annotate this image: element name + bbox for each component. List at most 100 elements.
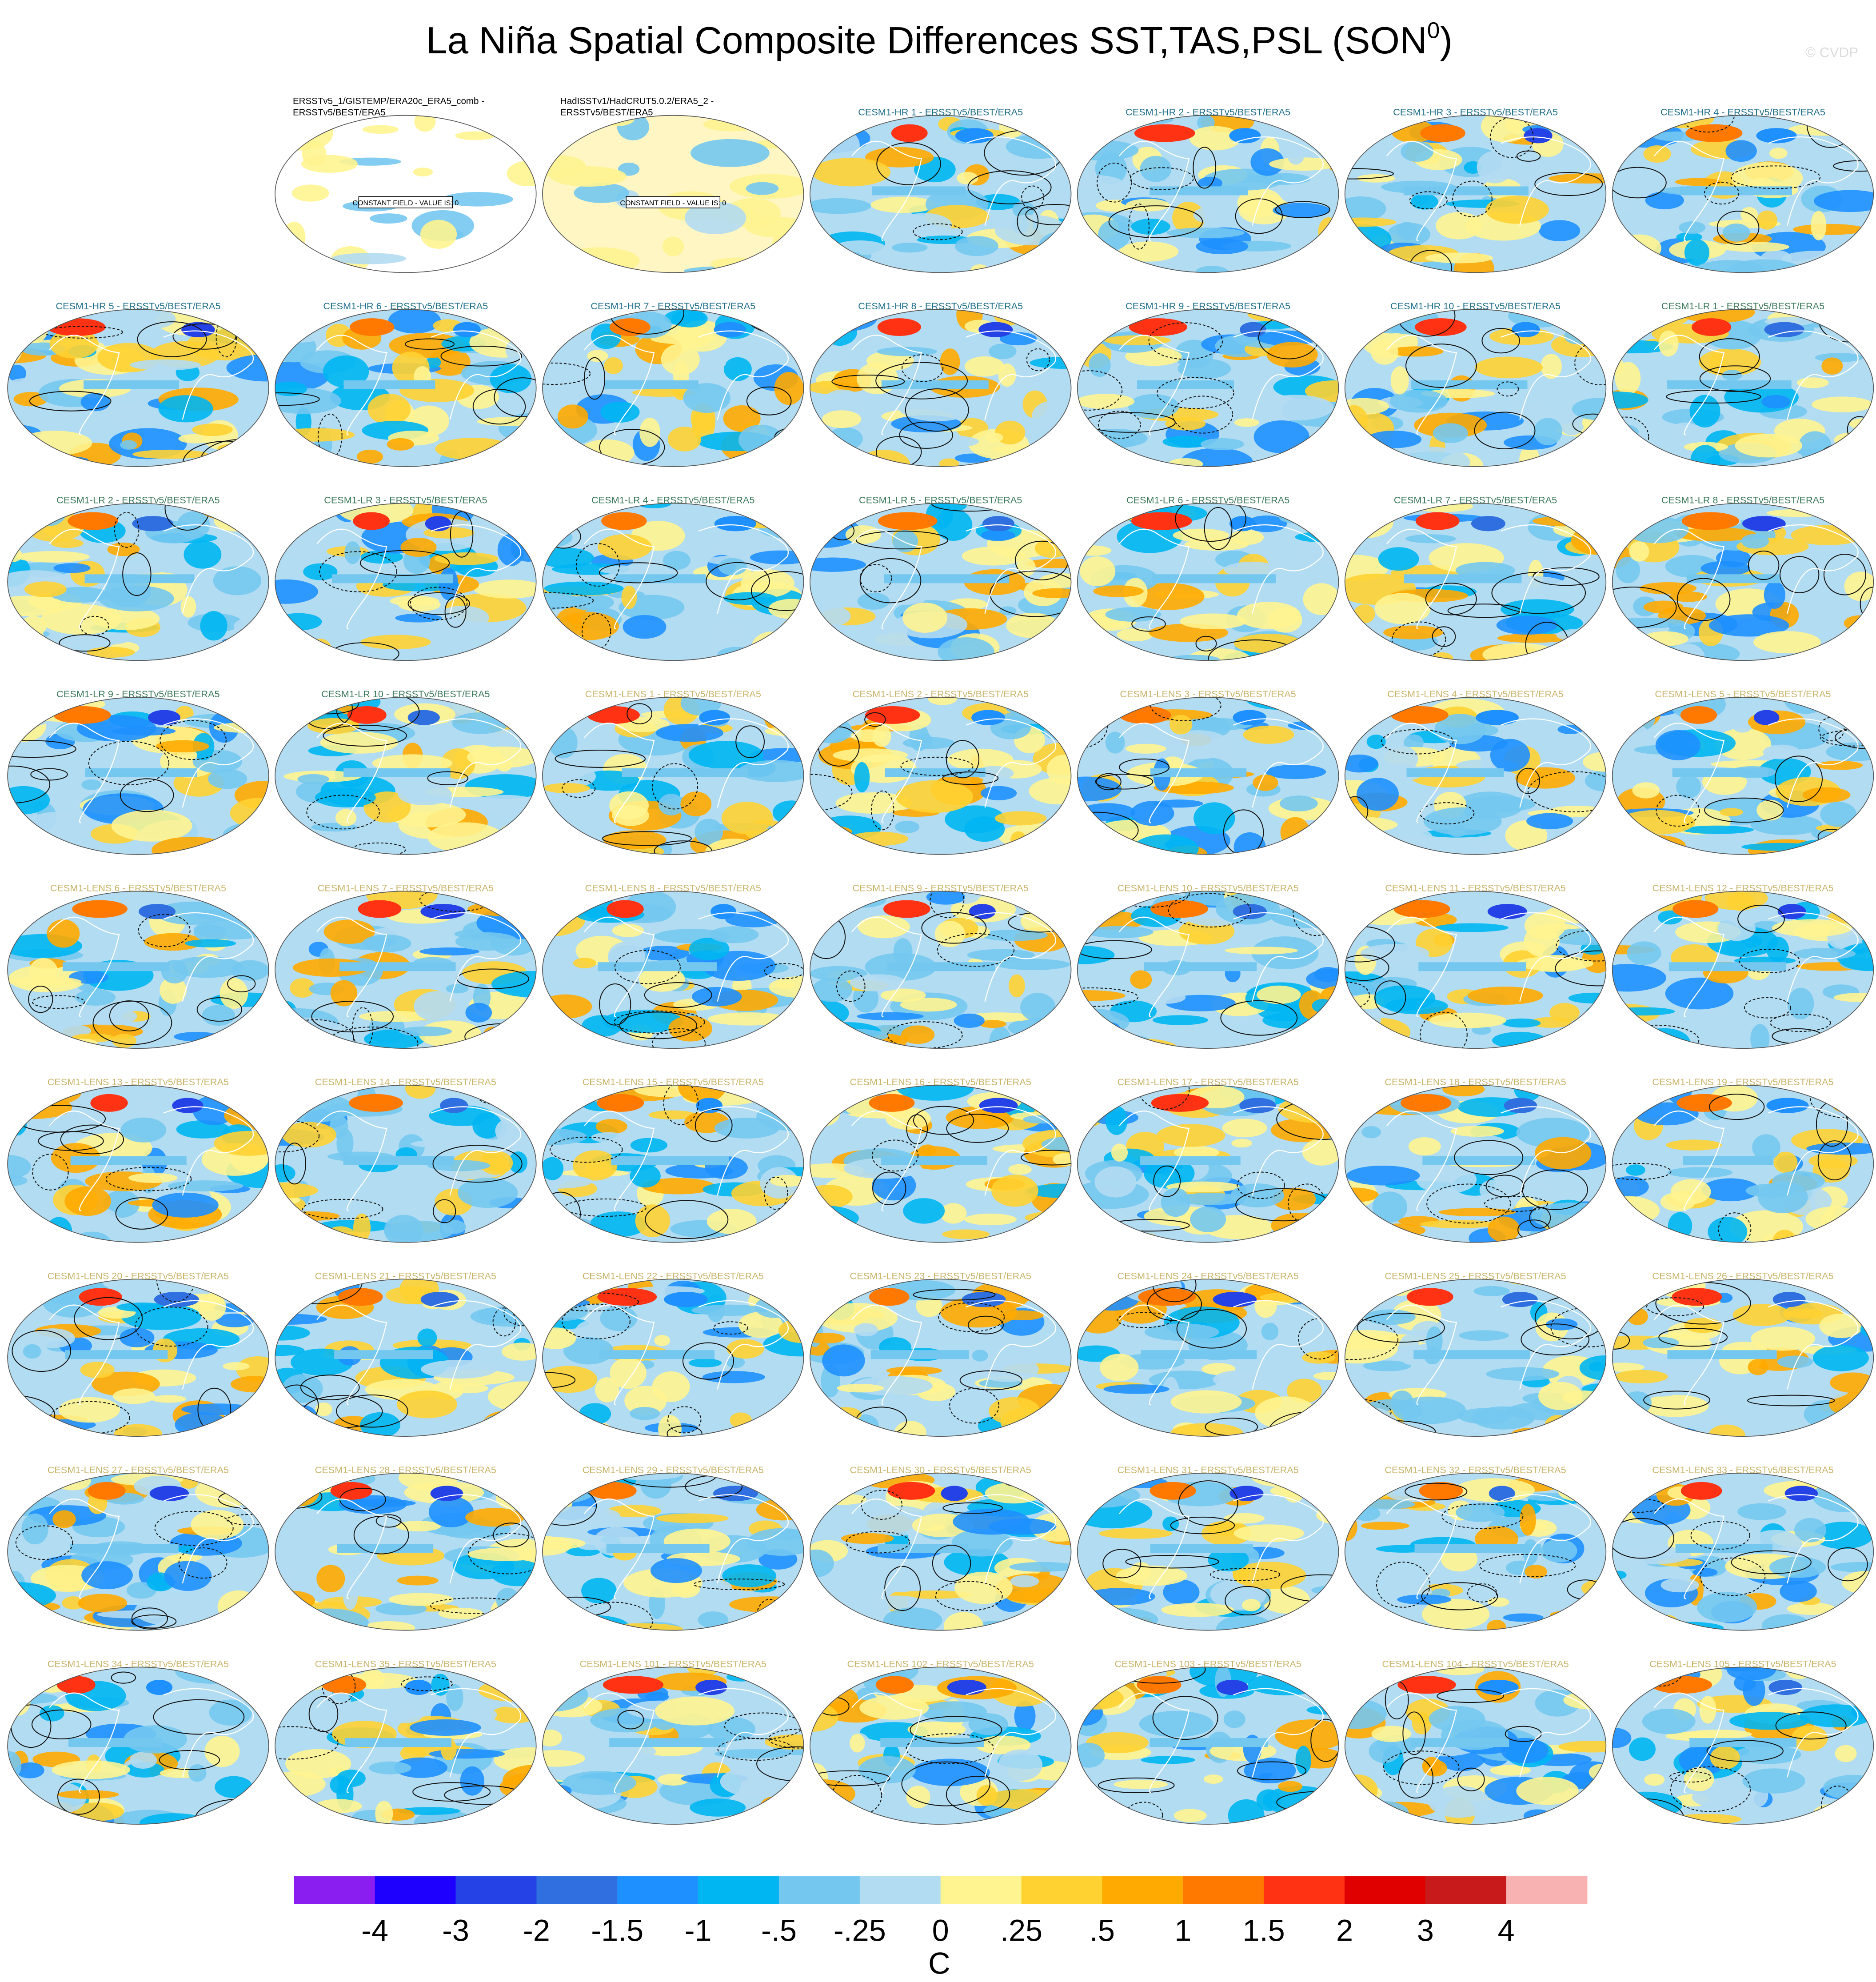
- map-field-patch: [1006, 700, 1064, 716]
- map: [1345, 1667, 1606, 1825]
- map-contour: [1676, 578, 1731, 621]
- map-coastline: [1768, 1106, 1859, 1196]
- map: [1345, 503, 1606, 661]
- map-contour: [1420, 802, 1475, 825]
- map-field-patch: [1425, 252, 1493, 264]
- map-field-patch: [1612, 1230, 1657, 1243]
- map-field-patch: [331, 253, 407, 264]
- map-field-patch: [760, 1796, 788, 1815]
- map: [275, 1279, 536, 1437]
- map-high-lat: [891, 124, 928, 142]
- map-contour: [1383, 1750, 1460, 1785]
- map-field-patch: [1642, 1708, 1696, 1734]
- map-field-patch: [581, 1578, 617, 1604]
- panel-title: CESM1-LENS 25 - ERSSTv5/BEST/ERA5: [1385, 1270, 1566, 1281]
- map-field-patch: [1261, 1586, 1310, 1614]
- map-contour: [196, 997, 243, 1022]
- map-field-patch: [1345, 264, 1371, 273]
- map-field-patch: [1643, 1337, 1679, 1349]
- map-field-patch: [1077, 117, 1098, 127]
- map-equatorial-band: [1141, 1350, 1257, 1359]
- map-high-lat: [1406, 1288, 1453, 1306]
- colorbar-box: [1102, 1876, 1184, 1904]
- map-field-patch: [8, 364, 26, 382]
- map-coastline: [1653, 916, 1725, 1018]
- map-field-patch: [542, 1678, 588, 1712]
- map-field-patch: [323, 355, 369, 388]
- map-high-lat: [1764, 322, 1804, 337]
- map-border: [1077, 1279, 1339, 1437]
- map-equatorial-band: [1152, 574, 1276, 583]
- map-field-patch: [1208, 1548, 1249, 1571]
- map-coastline: [1386, 1304, 1457, 1405]
- map-field-patch: [1166, 1181, 1241, 1192]
- map-field-patch: [1140, 156, 1172, 182]
- map-field-patch: [574, 183, 629, 203]
- map-contour: [1527, 771, 1606, 812]
- map-field-patch: [1660, 1578, 1699, 1593]
- map-field-patch: [202, 1005, 235, 1026]
- map-field-patch: [1769, 1556, 1826, 1578]
- map-contour: [494, 377, 536, 417]
- map-field-patch: [375, 1801, 393, 1825]
- map-border: [1344, 1666, 1607, 1825]
- map-field-patch: [1468, 987, 1543, 1005]
- map-field-patch: [1405, 534, 1456, 543]
- map-field-patch: [16, 1762, 44, 1778]
- map: [275, 503, 536, 661]
- map-contour: [619, 1011, 698, 1039]
- map-contour: [1731, 165, 1821, 189]
- map-field-patch: [1401, 141, 1434, 162]
- map-coastline: [851, 140, 922, 242]
- map-field-patch: [455, 932, 519, 951]
- map-field-patch: [786, 701, 804, 710]
- map-contour: [1357, 1312, 1445, 1343]
- map-field-patch: [542, 1281, 569, 1311]
- map-field-patch: [220, 978, 248, 1009]
- map-field-patch: [8, 450, 45, 467]
- map-field-patch: [1390, 366, 1409, 395]
- map-field-patch: [112, 727, 176, 736]
- map-field-patch: [566, 503, 590, 525]
- map-equatorial-band: [880, 1738, 984, 1747]
- map-field-patch: [1645, 652, 1693, 661]
- map-field-patch: [1798, 1425, 1874, 1437]
- map-field-patch: [1641, 1395, 1709, 1417]
- map-high-lat: [978, 322, 1013, 337]
- map-high-lat: [181, 322, 215, 337]
- map-equatorial-band: [85, 768, 197, 777]
- map-field-patch: [964, 816, 1005, 842]
- panel-title: CESM1-HR 6 - ERSSTv5/BEST/ERA5: [323, 300, 488, 312]
- map-field-patch: [684, 201, 746, 235]
- map-border: [542, 1473, 804, 1631]
- map-contour: [1275, 201, 1330, 218]
- map-field-patch: [465, 1508, 525, 1527]
- map-field-patch: [1546, 1281, 1595, 1292]
- map-border: [1077, 1085, 1339, 1243]
- map-field-patch: [30, 1328, 75, 1348]
- map-field-patch: [902, 603, 947, 633]
- map-field-patch: [275, 1001, 297, 1024]
- map-equatorial-band: [1675, 1544, 1773, 1553]
- map-field-patch: [857, 449, 910, 467]
- map-field-patch: [1834, 432, 1871, 448]
- map: [275, 891, 536, 1049]
- map-field-patch: [1308, 1480, 1339, 1489]
- map-field-patch: [710, 257, 765, 271]
- map-contour: [1345, 982, 1370, 1009]
- map-field-patch: [9, 378, 48, 389]
- map-coastline: [163, 1688, 254, 1778]
- map-high-lat: [1229, 128, 1261, 144]
- map-field-patch: [226, 1803, 269, 1814]
- map-border: [542, 697, 804, 855]
- map: [1077, 503, 1339, 661]
- map-field-patch: [758, 1667, 804, 1690]
- panel-title: CESM1-HR 10 - ERSSTv5/BEST/ERA5: [1390, 300, 1561, 312]
- map-contour: [1204, 507, 1233, 550]
- map-contour: [138, 914, 191, 947]
- map-field-patch: [1802, 787, 1851, 803]
- map-field-patch: [1490, 739, 1530, 772]
- map-field-patch: [1016, 558, 1036, 576]
- map-border: [1077, 891, 1339, 1049]
- map-field-patch: [172, 956, 243, 978]
